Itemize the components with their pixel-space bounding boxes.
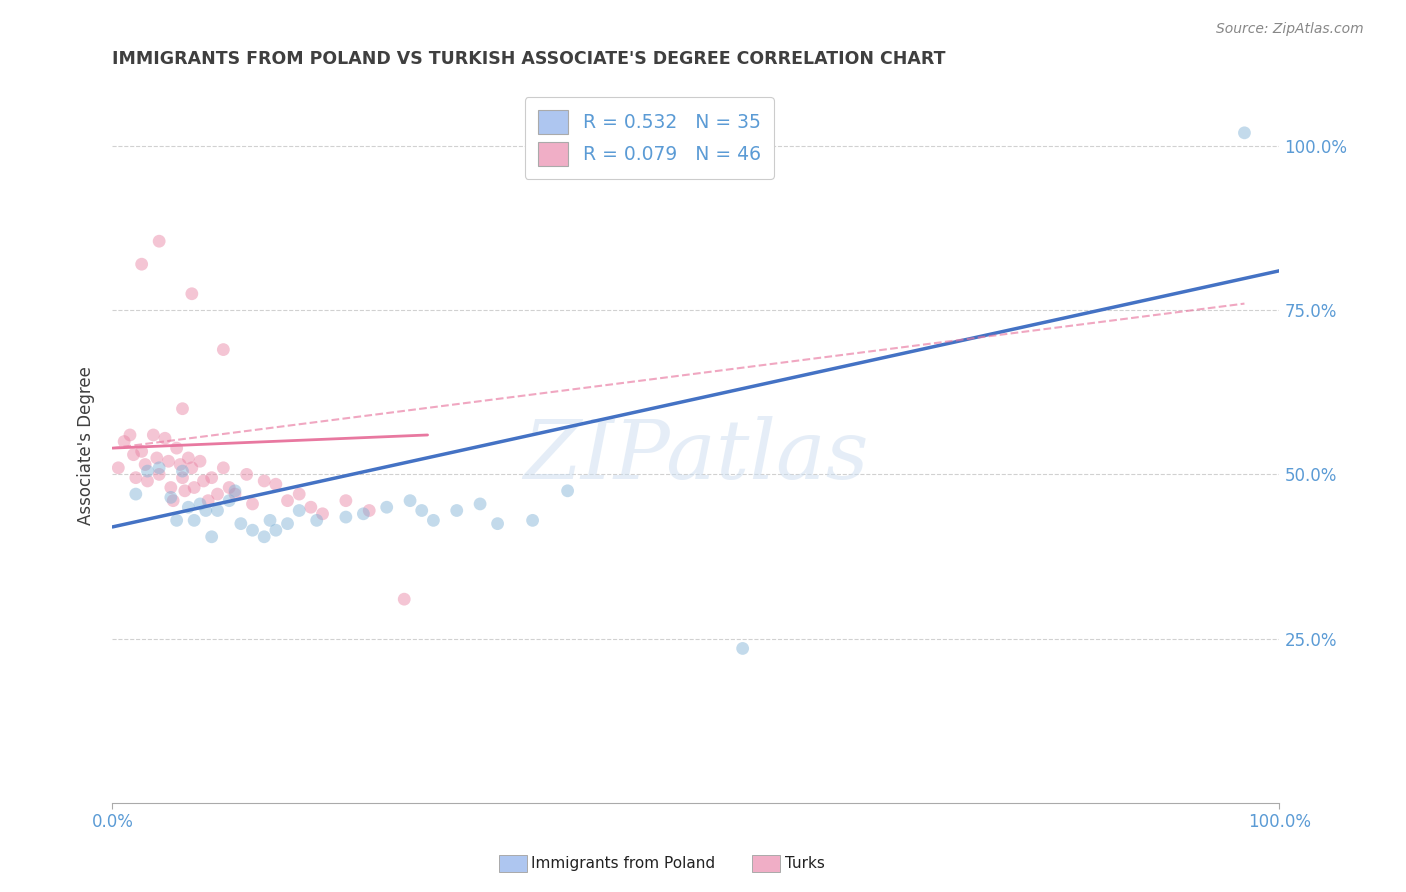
Point <box>118 428 141 442</box>
Point <box>359 503 381 517</box>
Point <box>399 493 422 508</box>
Point <box>522 513 544 527</box>
Point <box>142 428 165 442</box>
Point <box>188 497 211 511</box>
Point <box>183 513 205 527</box>
Point <box>201 530 224 544</box>
Point <box>125 487 148 501</box>
Point <box>242 497 264 511</box>
Point <box>259 513 281 527</box>
Point <box>180 286 202 301</box>
Point <box>160 491 183 505</box>
Text: IMMIGRANTS FROM POLAND VS TURKISH ASSOCIATE'S DEGREE CORRELATION CHART: IMMIGRANTS FROM POLAND VS TURKISH ASSOCI… <box>112 50 946 68</box>
Point <box>131 257 153 271</box>
Point <box>148 460 170 475</box>
Point <box>131 444 153 458</box>
Point <box>153 431 176 445</box>
Point <box>122 448 145 462</box>
Point <box>411 503 433 517</box>
Text: Turks: Turks <box>785 856 824 871</box>
Point <box>107 460 129 475</box>
Point <box>188 454 211 468</box>
Point <box>224 483 246 498</box>
Point <box>207 503 229 517</box>
Point <box>253 530 276 544</box>
Point <box>352 507 374 521</box>
Point <box>446 503 468 517</box>
Point <box>194 503 217 517</box>
Point <box>177 500 200 515</box>
Point <box>160 481 183 495</box>
Text: ZIPatlas: ZIPatlas <box>523 416 869 496</box>
Point <box>242 523 264 537</box>
Point <box>212 460 235 475</box>
Point <box>486 516 509 531</box>
Point <box>136 464 159 478</box>
Point <box>172 471 194 485</box>
Point <box>146 450 169 465</box>
Point <box>468 497 491 511</box>
Text: Immigrants from Poland: Immigrants from Poland <box>531 856 716 871</box>
Point <box>134 458 156 472</box>
Point <box>335 510 357 524</box>
Point <box>125 471 148 485</box>
Point <box>394 592 416 607</box>
Point <box>136 474 159 488</box>
Point <box>218 481 240 495</box>
Point <box>1233 126 1256 140</box>
Point <box>173 483 195 498</box>
Point <box>169 458 191 472</box>
Point <box>207 487 229 501</box>
Text: Associate's Degree: Associate's Degree <box>77 367 96 525</box>
Point <box>183 481 205 495</box>
Point <box>177 450 200 465</box>
Point <box>148 467 170 482</box>
Point <box>172 401 194 416</box>
Point <box>157 454 180 468</box>
Point <box>148 234 170 248</box>
Point <box>212 343 235 357</box>
Point <box>276 516 298 531</box>
Legend: R = 0.532   N = 35, R = 0.079   N = 46: R = 0.532 N = 35, R = 0.079 N = 46 <box>524 97 773 178</box>
Point <box>288 503 311 517</box>
Point <box>197 493 219 508</box>
Point <box>335 493 357 508</box>
Point <box>193 474 215 488</box>
Point <box>253 474 276 488</box>
Point <box>229 516 252 531</box>
Point <box>218 493 240 508</box>
Point <box>311 507 333 521</box>
Point <box>288 487 311 501</box>
Text: Source: ZipAtlas.com: Source: ZipAtlas.com <box>1216 22 1364 37</box>
Point <box>224 487 246 501</box>
Point <box>422 513 444 527</box>
Point <box>375 500 398 515</box>
Point <box>180 460 202 475</box>
Point <box>276 493 298 508</box>
Point <box>264 477 287 491</box>
Point <box>299 500 322 515</box>
Point <box>305 513 328 527</box>
Point <box>557 483 579 498</box>
Point <box>172 464 194 478</box>
Point <box>264 523 287 537</box>
Point <box>731 641 754 656</box>
Point <box>162 493 184 508</box>
Point <box>166 441 188 455</box>
Point <box>166 513 188 527</box>
Point <box>112 434 135 449</box>
Point <box>235 467 257 482</box>
Point <box>201 471 224 485</box>
